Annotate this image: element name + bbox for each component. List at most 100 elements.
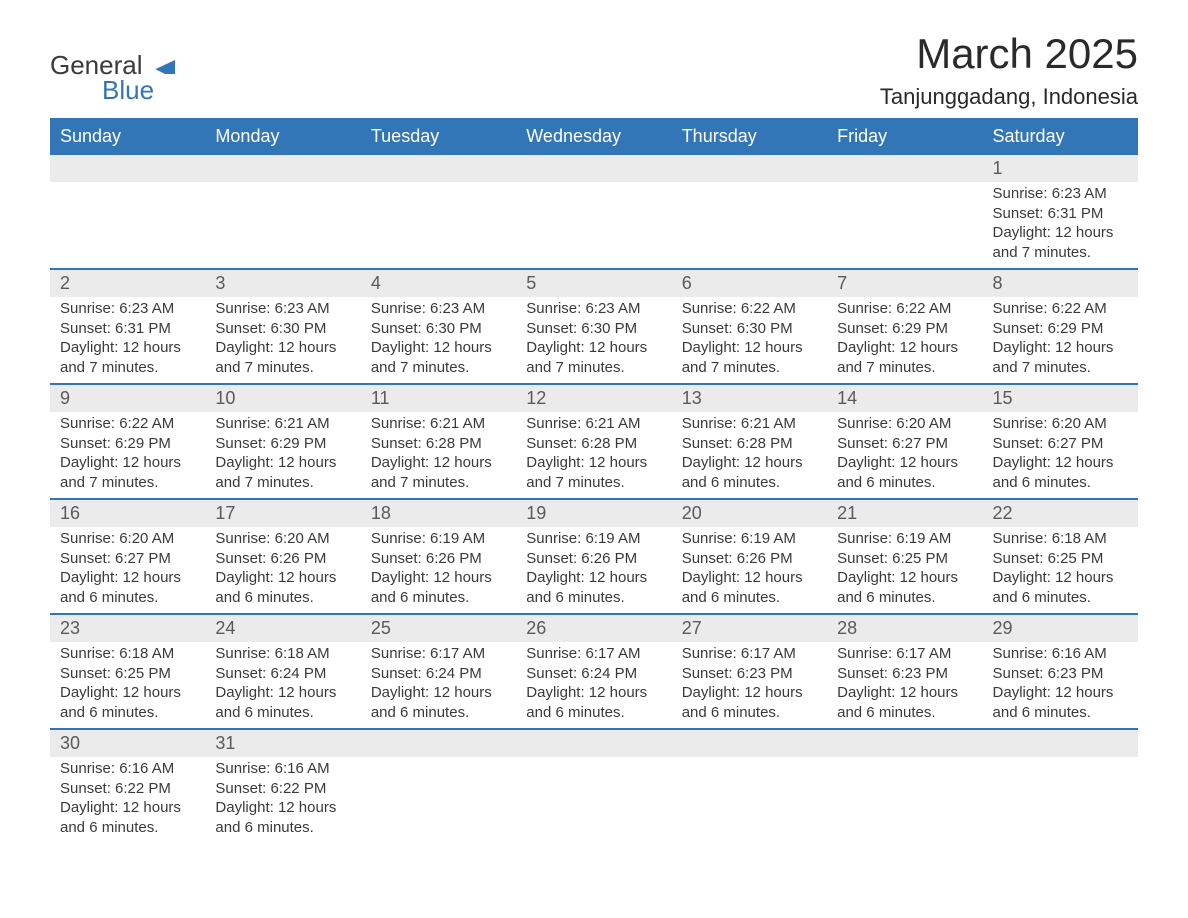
sunrise-line: Sunrise: 6:18 AM — [60, 644, 195, 664]
sunset-line: Sunset: 6:24 PM — [215, 664, 350, 684]
week-daynum-row: 2345678 — [50, 269, 1138, 297]
day-detail-cell — [516, 757, 671, 843]
day-detail-cell — [205, 182, 360, 269]
day-number-cell — [827, 154, 982, 182]
day-detail-cell: Sunrise: 6:22 AMSunset: 6:29 PMDaylight:… — [50, 412, 205, 499]
day-detail-cell: Sunrise: 6:18 AMSunset: 6:25 PMDaylight:… — [983, 527, 1138, 614]
daylight-line: Daylight: 12 hours and 6 minutes. — [993, 453, 1128, 492]
day-number-cell: 26 — [516, 614, 671, 642]
daylight-line: Daylight: 12 hours and 7 minutes. — [215, 338, 350, 377]
dow-friday: Friday — [827, 119, 982, 154]
sunrise-line: Sunrise: 6:21 AM — [682, 414, 817, 434]
day-number-cell: 7 — [827, 269, 982, 297]
daylight-line: Daylight: 12 hours and 6 minutes. — [682, 683, 817, 722]
week-detail-row: Sunrise: 6:16 AMSunset: 6:22 PMDaylight:… — [50, 757, 1138, 843]
sunrise-line: Sunrise: 6:23 AM — [526, 299, 661, 319]
day-number-cell: 1 — [983, 154, 1138, 182]
day-number-cell: 24 — [205, 614, 360, 642]
sunset-line: Sunset: 6:27 PM — [837, 434, 972, 454]
sunset-line: Sunset: 6:31 PM — [60, 319, 195, 339]
day-detail-cell — [672, 757, 827, 843]
location-subtitle: Tanjunggadang, Indonesia — [880, 84, 1138, 110]
day-of-week-header-row: Sunday Monday Tuesday Wednesday Thursday… — [50, 119, 1138, 154]
day-number-cell — [672, 154, 827, 182]
day-detail-cell: Sunrise: 6:22 AMSunset: 6:30 PMDaylight:… — [672, 297, 827, 384]
daylight-line: Daylight: 12 hours and 6 minutes. — [215, 683, 350, 722]
sunrise-line: Sunrise: 6:17 AM — [837, 644, 972, 664]
day-number-cell: 19 — [516, 499, 671, 527]
day-number-cell: 30 — [50, 729, 205, 757]
day-number-cell: 16 — [50, 499, 205, 527]
day-detail-cell — [361, 182, 516, 269]
day-number-cell: 4 — [361, 269, 516, 297]
daylight-line: Daylight: 12 hours and 6 minutes. — [837, 453, 972, 492]
day-detail-cell — [983, 757, 1138, 843]
day-number-cell: 18 — [361, 499, 516, 527]
sunrise-line: Sunrise: 6:21 AM — [526, 414, 661, 434]
daylight-line: Daylight: 12 hours and 6 minutes. — [837, 568, 972, 607]
calendar-table: Sunday Monday Tuesday Wednesday Thursday… — [50, 118, 1138, 843]
day-number-cell: 13 — [672, 384, 827, 412]
sunrise-line: Sunrise: 6:21 AM — [215, 414, 350, 434]
sunrise-line: Sunrise: 6:22 AM — [60, 414, 195, 434]
day-number-cell: 28 — [827, 614, 982, 642]
day-detail-cell: Sunrise: 6:18 AMSunset: 6:25 PMDaylight:… — [50, 642, 205, 729]
daylight-line: Daylight: 12 hours and 6 minutes. — [215, 568, 350, 607]
day-number-cell: 15 — [983, 384, 1138, 412]
day-detail-cell: Sunrise: 6:17 AMSunset: 6:23 PMDaylight:… — [827, 642, 982, 729]
day-detail-cell: Sunrise: 6:23 AMSunset: 6:31 PMDaylight:… — [50, 297, 205, 384]
day-detail-cell: Sunrise: 6:22 AMSunset: 6:29 PMDaylight:… — [827, 297, 982, 384]
sunset-line: Sunset: 6:26 PM — [682, 549, 817, 569]
daylight-line: Daylight: 12 hours and 6 minutes. — [993, 683, 1128, 722]
day-detail-cell: Sunrise: 6:17 AMSunset: 6:24 PMDaylight:… — [516, 642, 671, 729]
day-number-cell: 5 — [516, 269, 671, 297]
title-block: March 2025 Tanjunggadang, Indonesia — [880, 30, 1138, 110]
sunrise-line: Sunrise: 6:17 AM — [526, 644, 661, 664]
sunset-line: Sunset: 6:26 PM — [215, 549, 350, 569]
sunrise-line: Sunrise: 6:20 AM — [993, 414, 1128, 434]
week-detail-row: Sunrise: 6:23 AMSunset: 6:31 PMDaylight:… — [50, 182, 1138, 269]
calendar-body: 1Sunrise: 6:23 AMSunset: 6:31 PMDaylight… — [50, 154, 1138, 843]
daylight-line: Daylight: 12 hours and 7 minutes. — [215, 453, 350, 492]
sunset-line: Sunset: 6:28 PM — [371, 434, 506, 454]
daylight-line: Daylight: 12 hours and 7 minutes. — [682, 338, 817, 377]
day-detail-cell: Sunrise: 6:20 AMSunset: 6:27 PMDaylight:… — [50, 527, 205, 614]
sunrise-line: Sunrise: 6:22 AM — [837, 299, 972, 319]
sunrise-line: Sunrise: 6:16 AM — [60, 759, 195, 779]
sunset-line: Sunset: 6:30 PM — [371, 319, 506, 339]
header: General Blue March 2025 Tanjunggadang, I… — [50, 30, 1138, 110]
dow-thursday: Thursday — [672, 119, 827, 154]
day-detail-cell — [827, 757, 982, 843]
week-daynum-row: 3031 — [50, 729, 1138, 757]
day-detail-cell — [672, 182, 827, 269]
week-detail-row: Sunrise: 6:18 AMSunset: 6:25 PMDaylight:… — [50, 642, 1138, 729]
daylight-line: Daylight: 12 hours and 6 minutes. — [682, 453, 817, 492]
week-daynum-row: 16171819202122 — [50, 499, 1138, 527]
day-number-cell — [516, 154, 671, 182]
sunset-line: Sunset: 6:25 PM — [837, 549, 972, 569]
daylight-line: Daylight: 12 hours and 6 minutes. — [837, 683, 972, 722]
day-detail-cell: Sunrise: 6:21 AMSunset: 6:29 PMDaylight:… — [205, 412, 360, 499]
day-detail-cell — [361, 757, 516, 843]
daylight-line: Daylight: 12 hours and 7 minutes. — [526, 453, 661, 492]
day-detail-cell: Sunrise: 6:19 AMSunset: 6:25 PMDaylight:… — [827, 527, 982, 614]
day-number-cell: 9 — [50, 384, 205, 412]
day-detail-cell: Sunrise: 6:20 AMSunset: 6:26 PMDaylight:… — [205, 527, 360, 614]
sunrise-line: Sunrise: 6:18 AM — [993, 529, 1128, 549]
week-daynum-row: 23242526272829 — [50, 614, 1138, 642]
day-detail-cell — [516, 182, 671, 269]
sunrise-line: Sunrise: 6:20 AM — [60, 529, 195, 549]
dow-tuesday: Tuesday — [361, 119, 516, 154]
day-number-cell: 23 — [50, 614, 205, 642]
day-detail-cell: Sunrise: 6:19 AMSunset: 6:26 PMDaylight:… — [361, 527, 516, 614]
day-detail-cell — [827, 182, 982, 269]
sunrise-line: Sunrise: 6:19 AM — [682, 529, 817, 549]
daylight-line: Daylight: 12 hours and 6 minutes. — [993, 568, 1128, 607]
day-number-cell: 8 — [983, 269, 1138, 297]
day-detail-cell: Sunrise: 6:23 AMSunset: 6:30 PMDaylight:… — [361, 297, 516, 384]
sunset-line: Sunset: 6:29 PM — [60, 434, 195, 454]
day-number-cell: 22 — [983, 499, 1138, 527]
sunset-line: Sunset: 6:31 PM — [993, 204, 1128, 224]
sunset-line: Sunset: 6:30 PM — [682, 319, 817, 339]
sunset-line: Sunset: 6:27 PM — [60, 549, 195, 569]
